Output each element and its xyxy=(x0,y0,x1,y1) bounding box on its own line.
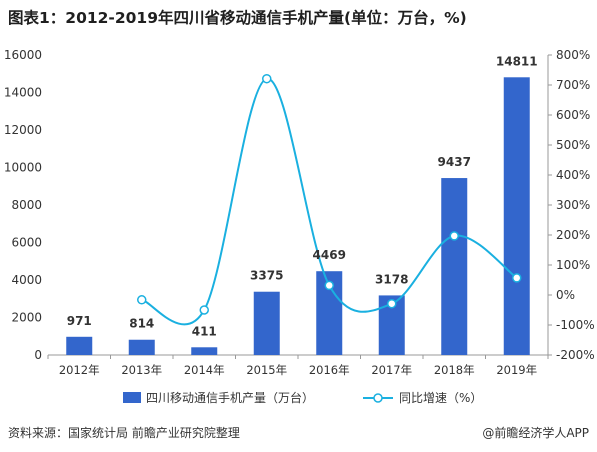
bar xyxy=(66,336,93,355)
x-tick-labels: 2012年 2013年 2014年 2015年 2016年 2017年 2018年 2019年 xyxy=(59,363,537,377)
bar xyxy=(253,291,280,355)
y-left-tick-label: 0 xyxy=(34,348,42,362)
chart-title: 图表1：2012-2019年四川省移动通信手机产量(单位：万台，%) xyxy=(8,9,467,27)
growth-point xyxy=(324,280,334,291)
legend-bar-swatch xyxy=(123,392,141,403)
growth-point xyxy=(137,295,147,305)
bar xyxy=(191,347,218,355)
y-left-tick-label: 8000 xyxy=(11,198,42,212)
y-right-tick-label: 300% xyxy=(556,198,590,212)
y-right-tick-label: 400% xyxy=(556,168,590,182)
y-right-tick-labels: -200% -100% 0% 100% 200% 300% 400% 500% 600% 700%… xyxy=(556,48,595,362)
x-tick-label: 2015年 xyxy=(246,363,287,377)
bar-data-labels: 971 814 411 3375 4469 3178 9437 14811 xyxy=(67,54,538,338)
growth-point xyxy=(449,231,459,241)
growth-point xyxy=(387,298,397,309)
y-right-tick-label: 800% xyxy=(556,48,590,62)
bar xyxy=(503,77,530,355)
y-right-tick-label: 600% xyxy=(556,108,590,122)
y-right-tick-label: -200% xyxy=(556,348,595,362)
y-left-tick-label: 6000 xyxy=(11,236,42,250)
bar-data-label: 9437 xyxy=(438,155,471,169)
x-tick-label: 2014年 xyxy=(184,363,225,377)
y-right-tick-label: 0% xyxy=(556,288,575,302)
bar xyxy=(441,178,468,355)
axes xyxy=(47,54,552,359)
y-right-tick-label: 200% xyxy=(556,228,590,242)
source-note: 资料来源：国家统计局 前瞻产业研究院整理 xyxy=(8,426,240,440)
bar-series xyxy=(66,77,530,355)
y-left-tick-label: 2000 xyxy=(11,311,42,325)
x-tick-label: 2018年 xyxy=(434,363,475,377)
y-left-tick-label: 12000 xyxy=(4,123,42,137)
x-tick-label: 2017年 xyxy=(371,363,412,377)
x-tick-label: 2013年 xyxy=(121,363,162,377)
growth-point xyxy=(199,305,209,315)
bar-data-label: 411 xyxy=(192,324,217,338)
y-left-tick-labels: 0 2000 4000 6000 8000 10000 12000 14000 16000 xyxy=(4,48,42,362)
x-tick-label: 2019年 xyxy=(496,363,537,377)
y-right-tick-label: 700% xyxy=(556,78,590,92)
bar-data-label: 3375 xyxy=(250,269,283,283)
bar-data-label: 971 xyxy=(67,314,92,328)
legend-line-label: 同比增速（%） xyxy=(399,391,482,405)
growth-point xyxy=(262,73,272,84)
bar-data-label: 814 xyxy=(129,317,154,331)
x-tick-label: 2012年 xyxy=(59,363,100,377)
y-left-tick-label: 4000 xyxy=(11,273,42,287)
x-tick-label: 2016年 xyxy=(309,363,350,377)
legend-line-marker xyxy=(373,393,383,403)
credit-note: @前瞻经济学人APP xyxy=(482,426,589,440)
y-left-tick-label: 14000 xyxy=(4,86,42,100)
bar xyxy=(128,339,155,355)
y-right-tick-label: 100% xyxy=(556,258,590,272)
y-right-tick-label: -100% xyxy=(556,318,595,332)
y-right-tick-label: 500% xyxy=(556,138,590,152)
growth-point xyxy=(512,273,522,283)
bar-data-label: 3178 xyxy=(375,272,408,286)
bar-data-label: 4469 xyxy=(313,248,346,262)
bar-data-label: 14811 xyxy=(496,54,538,68)
growth-line-series xyxy=(137,73,522,326)
y-left-tick-label: 10000 xyxy=(4,161,42,175)
legend-bar-label: 四川移动通信手机产量（万台） xyxy=(146,390,314,405)
legend: 四川移动通信手机产量（万台） 同比增速（%） xyxy=(123,390,482,405)
y-left-tick-label: 16000 xyxy=(4,48,42,62)
